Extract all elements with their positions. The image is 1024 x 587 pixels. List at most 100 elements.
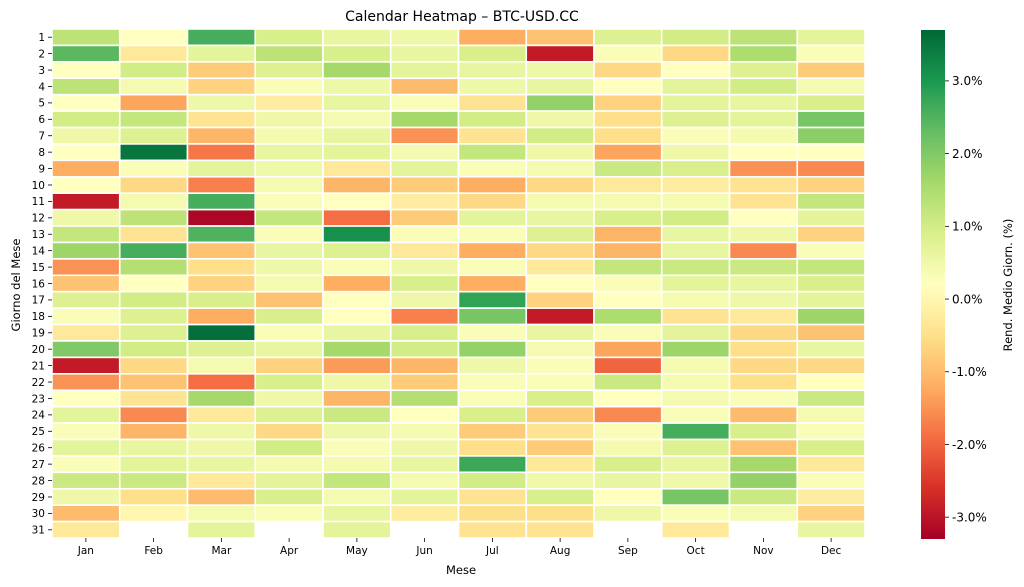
heatmap-cell — [525, 323, 595, 342]
heatmap-cell — [593, 192, 663, 211]
x-tick-label: Aug — [550, 545, 571, 557]
heatmap-cell — [322, 487, 392, 506]
heatmap-cell — [322, 61, 392, 80]
heatmap-cell — [389, 487, 460, 506]
heatmap-cell — [186, 389, 257, 408]
heatmap-cell — [186, 455, 257, 474]
heatmap-cell — [322, 44, 392, 63]
heatmap-cell — [254, 126, 324, 145]
heatmap-cell — [593, 110, 663, 129]
y-tick-label: 14 — [32, 245, 46, 257]
heatmap-cell — [796, 422, 866, 441]
y-tick-label: 27 — [32, 459, 45, 471]
heatmap-cell — [51, 225, 121, 244]
heatmap-cell — [254, 44, 324, 63]
heatmap-cell — [660, 93, 731, 112]
heatmap-cell — [593, 471, 663, 490]
heatmap-cell — [525, 159, 595, 178]
heatmap-cell — [118, 504, 189, 523]
heatmap-cell — [728, 258, 799, 277]
heatmap-cell — [186, 258, 257, 277]
heatmap-cell — [389, 175, 460, 194]
heatmap-cell — [457, 258, 528, 277]
heatmap-cell — [660, 405, 731, 424]
heatmap-cell — [728, 422, 799, 441]
heatmap-cell — [593, 323, 663, 342]
heatmap-cells — [51, 28, 866, 539]
heatmap-cell — [118, 340, 189, 359]
heatmap-cell — [593, 126, 663, 145]
heatmap-cell — [796, 340, 866, 359]
heatmap-cell — [593, 373, 663, 392]
heatmap-cell — [660, 471, 731, 490]
heatmap-cell — [389, 159, 460, 178]
heatmap-cell — [796, 307, 866, 326]
heatmap-cell — [525, 110, 595, 129]
heatmap-cell — [660, 290, 731, 309]
heatmap-cell — [457, 208, 528, 227]
heatmap-cell — [525, 373, 595, 392]
heatmap-cell — [660, 373, 731, 392]
heatmap-cell — [796, 405, 866, 424]
heatmap-cell — [254, 422, 324, 441]
heatmap-cell — [322, 241, 392, 260]
heatmap-cell — [796, 192, 866, 211]
heatmap-cell — [660, 323, 731, 342]
heatmap-cell — [51, 471, 121, 490]
heatmap-cell — [51, 290, 121, 309]
heatmap-cell — [457, 159, 528, 178]
heatmap-cell — [796, 389, 866, 408]
heatmap-cell — [593, 175, 663, 194]
heatmap-cell — [186, 504, 257, 523]
heatmap-cell — [593, 340, 663, 359]
heatmap-cell — [796, 93, 866, 112]
heatmap-cell — [796, 225, 866, 244]
y-tick-label: 16 — [32, 278, 46, 290]
heatmap-cell — [51, 208, 121, 227]
heatmap-cell — [118, 307, 189, 326]
y-tick-label: 8 — [38, 147, 45, 159]
heatmap-cell — [254, 323, 324, 342]
heatmap-cell — [796, 504, 866, 523]
heatmap-cell — [322, 323, 392, 342]
heatmap-cell — [51, 307, 121, 326]
heatmap-cell — [728, 241, 799, 260]
heatmap-cell — [51, 356, 121, 375]
heatmap-cell — [51, 28, 121, 47]
heatmap-cell — [525, 422, 595, 441]
heatmap-cell — [796, 241, 866, 260]
heatmap-cell — [389, 438, 460, 457]
heatmap-cell — [457, 307, 528, 326]
heatmap-cell — [525, 61, 595, 80]
heatmap-cell — [186, 340, 257, 359]
heatmap-cell — [254, 61, 324, 80]
heatmap-cell — [660, 258, 731, 277]
heatmap-cell — [796, 175, 866, 194]
heatmap-cell — [186, 208, 257, 227]
heatmap-cell — [118, 61, 189, 80]
y-tick-label: 28 — [32, 475, 45, 487]
heatmap-cell — [796, 455, 866, 474]
heatmap-cell — [186, 323, 257, 342]
heatmap-cell — [525, 225, 595, 244]
x-tick-label: Oct — [687, 545, 705, 557]
heatmap-cell — [254, 274, 324, 293]
heatmap-cell — [525, 44, 595, 63]
heatmap-cell — [457, 61, 528, 80]
heatmap-cell — [254, 258, 324, 277]
heatmap-cell — [457, 389, 528, 408]
heatmap-cell — [51, 44, 121, 63]
heatmap-cell — [186, 307, 257, 326]
heatmap-cell — [118, 373, 189, 392]
heatmap-cell — [118, 323, 189, 342]
heatmap-cell — [660, 356, 731, 375]
heatmap-cell — [322, 77, 392, 96]
heatmap-cell — [796, 520, 866, 539]
colorbar-tick-label: 1.0% — [952, 220, 983, 234]
y-tick-label: 30 — [32, 508, 45, 520]
heatmap-cell — [389, 77, 460, 96]
heatmap-cell — [457, 28, 528, 47]
x-tick-labels: Jan Feb Mar Apr May Jun Jul Aug Sep Oct Nov Dec — [77, 538, 842, 557]
heatmap-cell — [322, 192, 392, 211]
